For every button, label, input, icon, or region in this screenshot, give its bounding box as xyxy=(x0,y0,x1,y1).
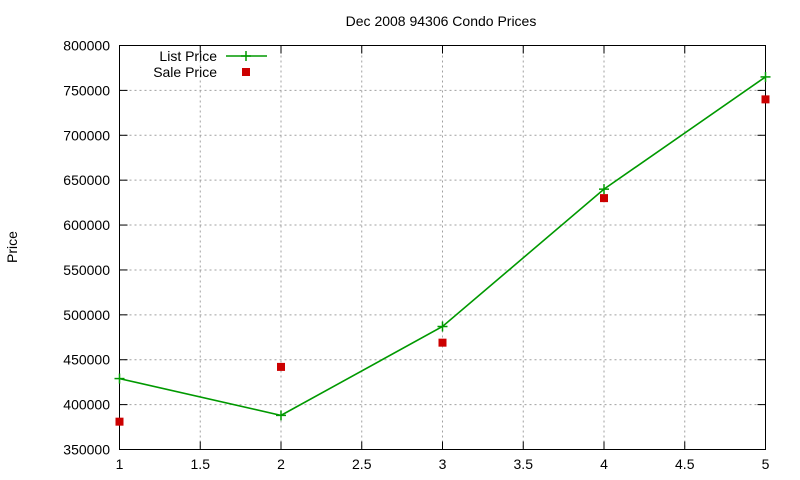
x-tick-label: 3.5 xyxy=(514,456,534,472)
x-tick-label: 4.5 xyxy=(675,456,695,472)
series-sale-price xyxy=(115,95,770,426)
sale-price-point xyxy=(761,95,770,104)
y-tick-label: 400000 xyxy=(63,397,110,413)
grid-lines xyxy=(119,45,766,450)
legend-label-sale-price: Sale Price xyxy=(153,64,217,80)
sale-price-point xyxy=(600,194,608,203)
series-layer xyxy=(114,71,771,426)
y-tick-label: 600000 xyxy=(63,217,110,233)
list-price-point xyxy=(760,71,771,82)
legend-marker-list-price xyxy=(241,51,251,61)
sale-price-point xyxy=(115,417,124,426)
x-tick-label: 2.5 xyxy=(352,456,372,472)
chart-title: Dec 2008 94306 Condo Prices xyxy=(346,13,537,29)
y-tick-label: 500000 xyxy=(63,307,110,323)
list-price-point xyxy=(114,373,125,384)
list-price-point xyxy=(599,184,609,195)
list-price-point xyxy=(276,410,286,421)
sale-price-point xyxy=(438,338,447,347)
y-tick-label: 750000 xyxy=(63,82,110,98)
axis-ticks: 350000 400000 450000 500000 550000 600000 6500… xyxy=(63,38,769,473)
x-tick-label: 5 xyxy=(762,456,770,472)
legend-marker-sale-price xyxy=(242,68,250,76)
y-tick-label: 350000 xyxy=(63,442,110,458)
y-axis-label: Price xyxy=(4,231,20,263)
x-tick-label: 4 xyxy=(600,456,608,472)
series-list-price xyxy=(114,71,771,421)
y-tick-label: 550000 xyxy=(63,262,110,278)
sale-price-point xyxy=(277,362,285,371)
y-tick-label: 450000 xyxy=(63,352,110,368)
legend-label-list-price: List Price xyxy=(159,48,217,64)
list-price-point xyxy=(437,321,448,332)
x-tick-label: 1.5 xyxy=(191,456,211,472)
x-tick-label: 1 xyxy=(116,456,124,472)
y-tick-label: 650000 xyxy=(63,172,110,188)
y-tick-label: 800000 xyxy=(63,38,110,54)
y-tick-label: 700000 xyxy=(63,127,110,143)
x-tick-label: 2 xyxy=(277,456,285,472)
x-tick-label: 3 xyxy=(439,456,447,472)
